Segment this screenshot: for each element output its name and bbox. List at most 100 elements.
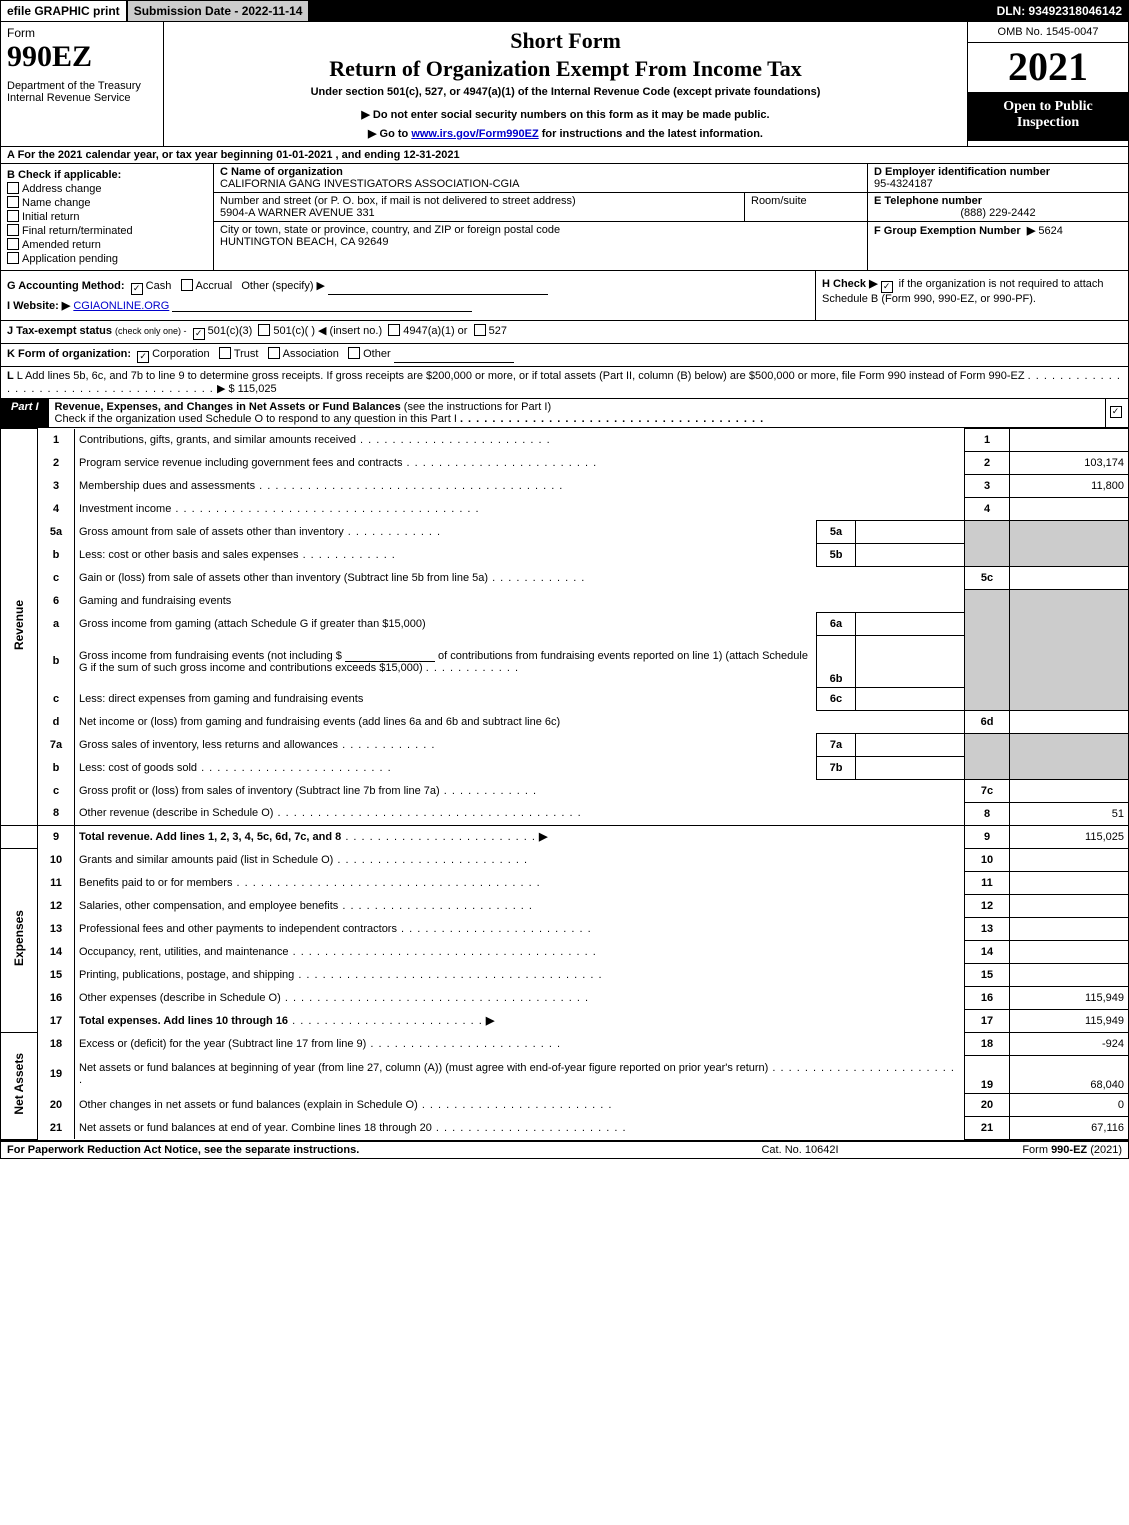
j-4947: 4947(a)(1) or xyxy=(403,325,467,337)
line-l-gross-receipts: L L Add lines 5b, 6c, and 7b to line 9 t… xyxy=(0,367,1129,399)
line-val xyxy=(1010,498,1129,521)
shaded-cell xyxy=(965,590,1010,711)
l-text: L Add lines 5b, 6c, and 7b to line 9 to … xyxy=(17,370,1025,382)
table-row: b Less: cost of goods sold 7b xyxy=(1,756,1129,779)
checkbox-icon[interactable]: ✓ xyxy=(131,283,143,295)
dots-icon xyxy=(418,1099,613,1111)
dots-icon xyxy=(341,831,536,843)
line-val xyxy=(1010,894,1129,917)
table-row: Revenue 1 Contributions, gifts, grants, … xyxy=(1,429,1129,452)
dots-icon xyxy=(255,480,563,492)
org-street-cell: Number and street (or P. O. box, if mail… xyxy=(214,193,745,222)
l-amount-prefix: ▶ $ xyxy=(217,383,235,395)
dots-icon xyxy=(432,1122,627,1134)
line-val: 11,800 xyxy=(1010,475,1129,498)
top-bar: efile GRAPHIC print Submission Date - 20… xyxy=(0,0,1129,22)
line-desc: Less: direct expenses from gaming and fu… xyxy=(75,687,817,710)
dots-icon xyxy=(488,572,585,584)
line-col: 14 xyxy=(965,940,1010,963)
line-num: 16 xyxy=(38,986,75,1009)
sub-val xyxy=(856,521,965,544)
dots-icon xyxy=(426,662,519,674)
checkbox-icon[interactable]: ✓ xyxy=(137,351,149,363)
g-h-i-block: G Accounting Method: ✓Cash Accrual Other… xyxy=(0,271,1129,321)
line-desc: Gain or (loss) from sale of assets other… xyxy=(75,567,965,590)
line-num: 3 xyxy=(38,475,75,498)
line-col: 16 xyxy=(965,986,1010,1009)
line-desc: Total expenses. Add lines 10 through 16 … xyxy=(75,1009,965,1032)
line-i-website: I Website: ▶ CGIAONLINE.ORG xyxy=(7,299,809,312)
checkbox-icon[interactable]: ✓ xyxy=(193,328,205,340)
line-desc: Investment income xyxy=(75,498,965,521)
arrow-icon: ▶ xyxy=(486,1015,494,1027)
sub-label: 6c xyxy=(817,687,856,710)
dots-icon xyxy=(171,503,479,515)
line-num: c xyxy=(38,687,75,710)
website-link[interactable]: CGIAONLINE.ORG xyxy=(73,300,169,312)
form-header: Form 990EZ Department of the Treasury In… xyxy=(0,22,1129,147)
h-label: H Check ▶ xyxy=(822,278,878,290)
irs-link[interactable]: www.irs.gov/Form990EZ xyxy=(411,128,538,140)
dots-icon xyxy=(232,877,540,889)
arrow-icon: ▶ xyxy=(1027,225,1035,237)
k-corp: Corporation xyxy=(152,348,209,360)
dots-icon xyxy=(356,434,551,446)
checkbox-icon[interactable] xyxy=(258,324,270,336)
checkbox-icon[interactable] xyxy=(7,238,19,250)
box-b-item: Amended return xyxy=(7,238,207,251)
checkbox-icon[interactable] xyxy=(474,324,486,336)
checkbox-icon[interactable] xyxy=(7,210,19,222)
checkbox-icon[interactable] xyxy=(348,347,360,359)
line-col: 1 xyxy=(965,429,1010,452)
box-b-item: Address change xyxy=(7,182,207,195)
part-i-table: Revenue 1 Contributions, gifts, grants, … xyxy=(0,428,1129,1140)
blank-line xyxy=(328,282,548,295)
boxes-d-e-f: D Employer identification number 95-4324… xyxy=(867,164,1128,270)
line-num: 4 xyxy=(38,498,75,521)
sub-label: 6b xyxy=(817,635,856,687)
line-desc: Net assets or fund balances at end of ye… xyxy=(75,1116,965,1139)
org-name-value: CALIFORNIA GANG INVESTIGATORS ASSOCIATIO… xyxy=(220,178,520,190)
line-num: d xyxy=(38,710,75,733)
goto-line: ▶ Go to www.irs.gov/Form990EZ for instru… xyxy=(172,127,959,140)
dots-icon xyxy=(197,762,392,774)
checkbox-icon[interactable] xyxy=(7,252,19,264)
line-desc: Gross profit or (loss) from sales of inv… xyxy=(75,779,965,802)
checkbox-icon[interactable] xyxy=(219,347,231,359)
sidebar-net-assets: Net Assets xyxy=(1,1032,38,1139)
dots-icon xyxy=(281,992,589,1004)
checkbox-icon[interactable] xyxy=(7,224,19,236)
line-col: 11 xyxy=(965,871,1010,894)
box-e-telephone: E Telephone number (888) 229-2442 xyxy=(868,193,1128,222)
table-row: 6 Gaming and fundraising events xyxy=(1,590,1129,613)
schedule-o-checkbox[interactable]: ✓ xyxy=(1105,399,1128,427)
sidebar-blank xyxy=(1,825,38,848)
checkbox-icon[interactable] xyxy=(7,182,19,194)
line-num: 14 xyxy=(38,940,75,963)
goto-prefix: ▶ Go to xyxy=(368,128,411,140)
k-trust: Trust xyxy=(234,348,259,360)
line-num: 15 xyxy=(38,963,75,986)
main-title: Return of Organization Exempt From Incom… xyxy=(172,56,959,82)
line-num: 21 xyxy=(38,1116,75,1139)
checkbox-icon[interactable] xyxy=(7,196,19,208)
line-val xyxy=(1010,710,1129,733)
checkbox-icon[interactable] xyxy=(388,324,400,336)
line-desc: Less: cost of goods sold xyxy=(75,756,817,779)
org-name-label: C Name of organization xyxy=(220,166,343,178)
checkbox-icon[interactable] xyxy=(268,347,280,359)
part-i-paren: (see the instructions for Part I) xyxy=(404,401,551,413)
sub-val xyxy=(856,756,965,779)
table-row: 7a Gross sales of inventory, less return… xyxy=(1,733,1129,756)
checkbox-icon[interactable]: ✓ xyxy=(881,281,893,293)
checkbox-icon[interactable] xyxy=(181,279,193,291)
box-b-item: Application pending xyxy=(7,252,207,265)
street-value: 5904-A WARNER AVENUE 331 xyxy=(220,207,375,219)
line-num: 1 xyxy=(38,429,75,452)
efile-print-label[interactable]: efile GRAPHIC print xyxy=(1,1,128,21)
line-col: 5c xyxy=(965,567,1010,590)
line-num: 6 xyxy=(38,590,75,613)
j-label: J Tax-exempt status xyxy=(7,325,112,337)
table-row: 11 Benefits paid to or for members 11 xyxy=(1,871,1129,894)
line-col: 13 xyxy=(965,917,1010,940)
